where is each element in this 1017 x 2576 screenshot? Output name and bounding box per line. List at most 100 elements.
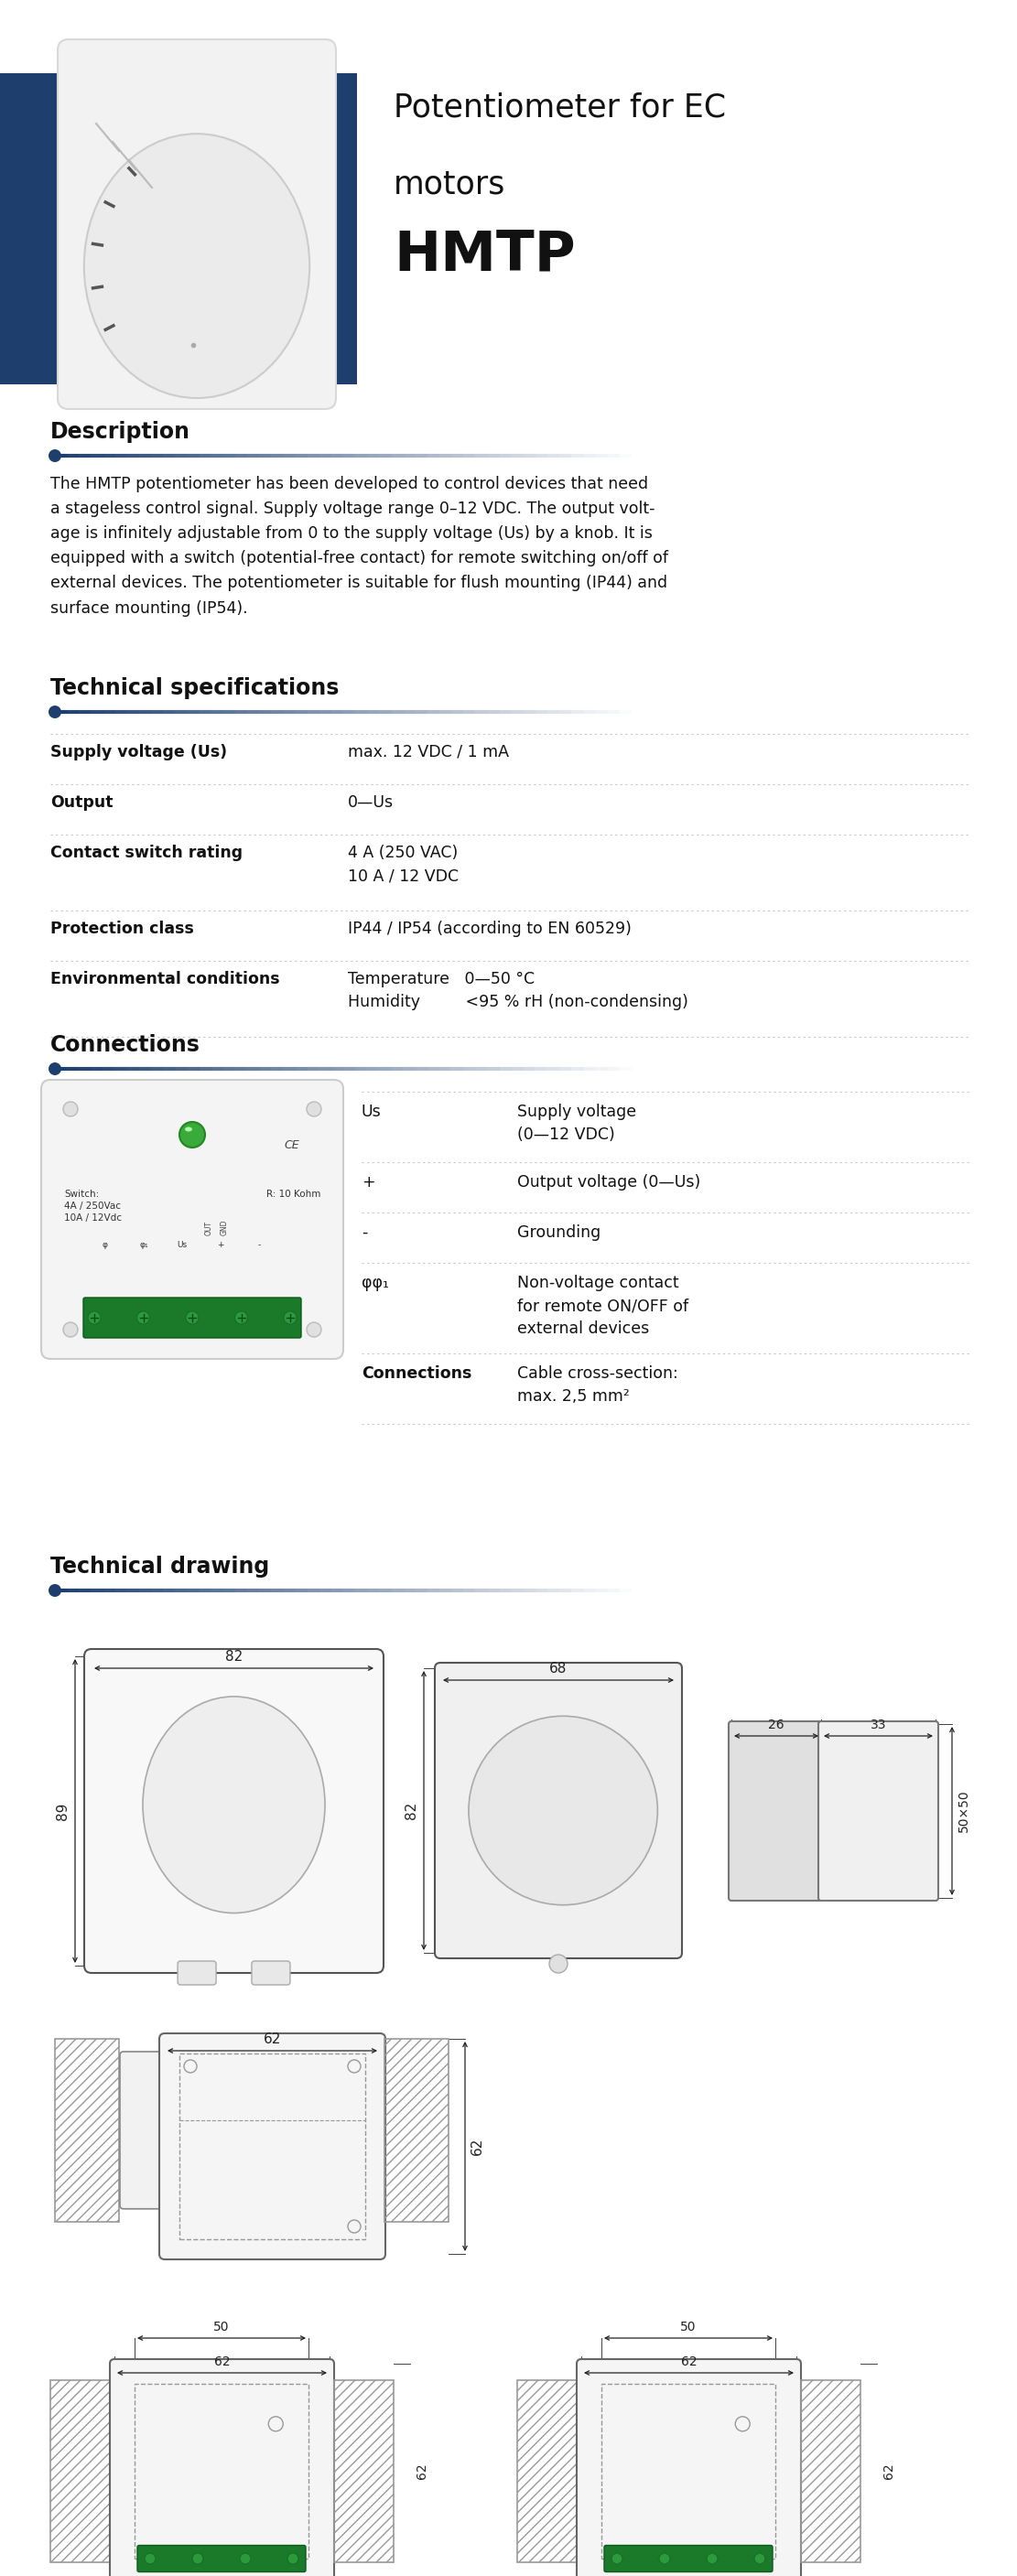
Circle shape [63,1103,78,1115]
FancyBboxPatch shape [251,1960,290,1986]
Circle shape [192,2553,203,2563]
Text: Temperature   0—50 °C
Humidity         <95 % rH (non-condensing): Temperature 0—50 °C Humidity <95 % rH (n… [348,971,689,1010]
FancyBboxPatch shape [178,1960,216,1986]
Text: Description: Description [51,420,190,443]
FancyBboxPatch shape [160,2032,385,2259]
FancyBboxPatch shape [84,1649,383,1973]
Text: Non-voltage contact
for remote ON/OFF of
external devices: Non-voltage contact for remote ON/OFF of… [518,1275,689,1337]
Text: 4 A (250 VAC)
10 A / 12 VDC: 4 A (250 VAC) 10 A / 12 VDC [348,845,459,884]
Circle shape [186,1311,198,1324]
Text: Us: Us [362,1103,381,1121]
Bar [601,2383,775,2558]
Bar [801,2380,860,2563]
FancyBboxPatch shape [120,2050,164,2208]
Circle shape [49,448,61,461]
Text: 26: 26 [768,1718,784,1731]
Circle shape [549,1955,567,1973]
Text: 50: 50 [680,2321,697,2334]
Text: 0—Us: 0—Us [348,793,394,811]
Circle shape [137,1311,149,1324]
Bar [518,2380,577,2563]
Text: IP44 / IP54 (according to EN 60529): IP44 / IP54 (according to EN 60529) [348,920,632,938]
Text: 62: 62 [416,2463,428,2478]
Text: 62: 62 [680,2354,697,2367]
Bar [134,2383,308,2558]
Text: Environmental conditions: Environmental conditions [51,971,280,987]
Circle shape [288,2553,298,2563]
Text: Protection class: Protection class [51,920,194,938]
Text: motors: motors [394,170,505,201]
Text: 62: 62 [883,2463,895,2478]
Text: 68: 68 [549,1662,567,1674]
Text: -: - [257,1242,260,1249]
Text: The HMTP potentiometer has been developed to control devices that need
a stagele: The HMTP potentiometer has been develope… [51,477,668,616]
FancyBboxPatch shape [110,2360,335,2576]
FancyBboxPatch shape [83,1298,301,1337]
FancyBboxPatch shape [58,39,336,410]
Text: Cable cross-section:
max. 2,5 mm²: Cable cross-section: max. 2,5 mm² [518,1365,678,1404]
Text: HMTP: HMTP [394,229,576,283]
Circle shape [611,2553,622,2563]
Text: φ: φ [103,1242,108,1249]
Text: R: 10 Kohm: R: 10 Kohm [266,1190,320,1198]
Text: +: + [362,1175,375,1190]
Circle shape [659,2553,670,2563]
Bar [0,72,357,384]
Circle shape [49,706,61,719]
Text: GND: GND [220,1218,229,1236]
Circle shape [49,1584,61,1597]
FancyBboxPatch shape [435,1662,682,1958]
Text: 50×50: 50×50 [957,1790,970,1832]
FancyBboxPatch shape [42,1079,344,1360]
FancyBboxPatch shape [137,2545,306,2571]
Text: CE: CE [284,1139,299,1151]
Text: 89: 89 [56,1803,69,1819]
Text: 62: 62 [263,2032,281,2045]
Text: Output: Output [51,793,113,811]
Text: Connections: Connections [362,1365,472,1381]
Ellipse shape [185,1126,192,1131]
Circle shape [307,1103,321,1115]
Circle shape [307,1321,321,1337]
Text: Connections: Connections [51,1033,200,1056]
Bar [335,2380,394,2563]
Ellipse shape [84,134,309,399]
Text: 62: 62 [471,2138,484,2156]
Text: Supply voltage
(0—12 VDC): Supply voltage (0—12 VDC) [518,1103,637,1144]
Circle shape [469,1716,658,1906]
Text: Switch:
4A / 250Vac
10A / 12Vdc: Switch: 4A / 250Vac 10A / 12Vdc [64,1190,122,1224]
FancyBboxPatch shape [728,1721,824,1901]
Circle shape [179,1123,205,1146]
Bar [51,2380,110,2563]
Text: 62: 62 [214,2354,230,2367]
Circle shape [755,2553,765,2563]
Text: Supply voltage (Us): Supply voltage (Us) [51,744,227,760]
FancyBboxPatch shape [819,1721,939,1901]
Circle shape [144,2553,156,2563]
Text: -: - [362,1224,367,1242]
Text: Potentiometer for EC: Potentiometer for EC [394,93,726,124]
Circle shape [240,2553,251,2563]
Text: OUT: OUT [204,1221,213,1236]
Bar [384,2038,448,2221]
Text: 82: 82 [405,1801,418,1819]
Text: φ₁: φ₁ [139,1242,148,1249]
Circle shape [63,1321,78,1337]
Text: Contact switch rating: Contact switch rating [51,845,243,860]
Ellipse shape [142,1698,325,1914]
FancyBboxPatch shape [577,2360,801,2576]
Bar [55,2038,119,2221]
Text: +: + [218,1242,224,1249]
Circle shape [284,1311,297,1324]
Circle shape [87,1311,101,1324]
Circle shape [707,2553,718,2563]
Text: Us: Us [177,1242,187,1249]
FancyBboxPatch shape [604,2545,773,2571]
Text: Technical drawing: Technical drawing [51,1556,270,1577]
Text: 82: 82 [225,1649,243,1664]
Text: Technical specifications: Technical specifications [51,677,339,698]
Circle shape [49,1061,61,1074]
Text: Output voltage (0—Us): Output voltage (0—Us) [518,1175,701,1190]
Text: Grounding: Grounding [518,1224,601,1242]
Text: max. 12 VDC / 1 mA: max. 12 VDC / 1 mA [348,744,508,760]
